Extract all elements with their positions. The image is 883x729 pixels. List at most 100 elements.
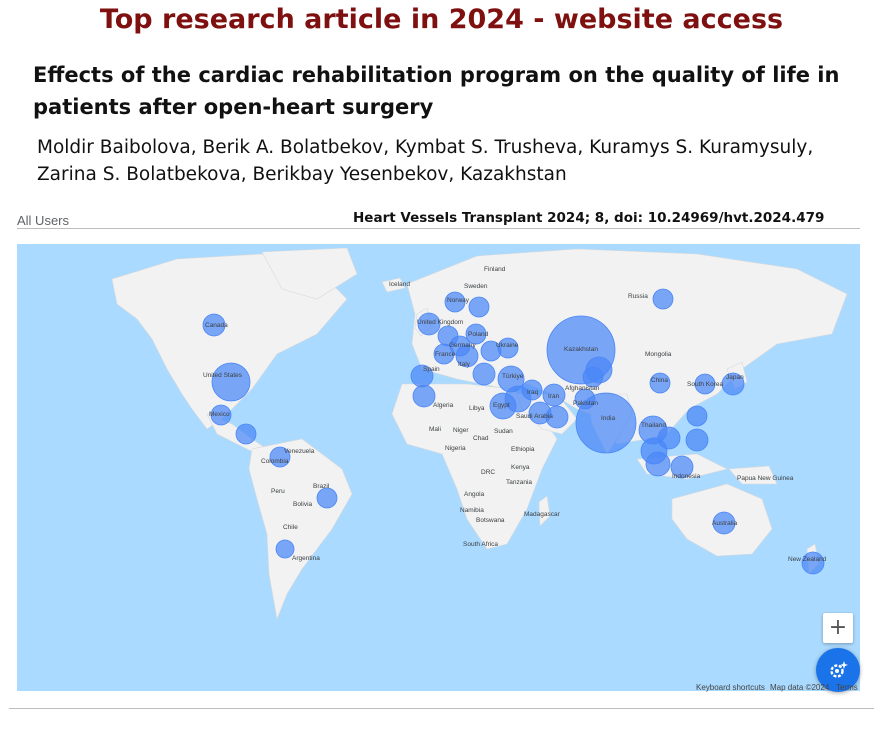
headline: Top research article in 2024 - website a…: [99, 4, 784, 35]
visit-bubble: [694, 373, 716, 395]
country-label: Indonesia: [672, 473, 701, 480]
visit-bubble: [685, 428, 709, 452]
visit-bubble: [316, 487, 338, 509]
article-authors: Moldir Baibolova, Berik A. Bolatbekov, K…: [37, 134, 877, 188]
visit-bubble: [235, 423, 257, 445]
country-label: Afghanistan: [565, 385, 600, 392]
country-label: India: [601, 415, 615, 422]
south-america-land: [248, 438, 353, 621]
greenland-land: [261, 247, 358, 300]
country-label: Brazil: [313, 483, 330, 490]
country-label: Niger: [453, 427, 469, 434]
visit-bubble: [521, 379, 543, 401]
visit-bubble: [211, 362, 251, 402]
country-label: Colombia: [261, 458, 289, 465]
country-label: Argentina: [292, 555, 320, 562]
visit-bubble: [455, 344, 479, 368]
visit-bubble: [417, 312, 441, 336]
country-label: Angola: [464, 491, 485, 498]
settings-sparkle-icon: [830, 661, 848, 678]
iceland-land: [381, 277, 406, 293]
country-label: Spain: [423, 366, 440, 373]
country-label: Kenya: [511, 464, 530, 471]
country-label: Chad: [473, 435, 489, 442]
country-label: Mongolia: [645, 351, 672, 358]
country-label: United States: [203, 372, 243, 379]
country-label: United Kingdom: [417, 319, 463, 326]
divider: [17, 228, 860, 229]
country-label: Finland: [484, 266, 506, 273]
madagascar-land: [538, 495, 551, 527]
country-label: Thailand: [641, 422, 666, 429]
visit-bubble: [542, 383, 566, 407]
country-label: Nigeria: [445, 445, 466, 452]
country-label: Germany: [449, 342, 476, 349]
visit-bubble: [433, 343, 455, 365]
keyboard-shortcuts-link[interactable]: Keyboard shortcuts: [696, 683, 765, 692]
country-label: Russia: [628, 293, 648, 300]
insights-fab-button[interactable]: [816, 648, 860, 692]
visit-bubble: [545, 405, 569, 429]
country-label: Egypt: [493, 402, 510, 409]
visit-bubble: [652, 288, 674, 310]
country-label: Sudan: [494, 428, 513, 435]
new-guinea-land: [728, 465, 778, 485]
country-label: Namibia: [460, 507, 484, 514]
country-label: Libya: [469, 405, 485, 412]
visit-bubble: [472, 362, 496, 386]
country-label: Algeria: [433, 402, 454, 409]
map-data-attribution: Map data ©2024: [770, 683, 830, 692]
visit-bubble: [412, 384, 436, 408]
visit-bubble: [269, 446, 291, 468]
country-label: Sweden: [464, 283, 488, 290]
world-map[interactable]: Finland Iceland Sweden Norway Russia Can…: [17, 244, 860, 691]
country-label: Türkiye: [502, 373, 524, 380]
country-label: Peru: [271, 488, 285, 495]
visit-bubble: [670, 455, 694, 479]
country-label: Pakistan: [573, 400, 598, 407]
country-label: South Africa: [463, 541, 498, 548]
country-label: Mexico: [209, 411, 230, 418]
visit-bubble: [497, 337, 519, 359]
visit-bubble: [202, 313, 226, 337]
country-label: Australia: [712, 520, 738, 527]
country-label: Poland: [468, 331, 489, 338]
country-label: Ethiopia: [511, 446, 535, 453]
visit-bubble: [721, 372, 745, 396]
visit-bubble: [210, 404, 232, 426]
country-label: Venezuela: [284, 448, 315, 455]
country-label: New Zealand: [788, 556, 827, 563]
country-label-layer: Finland Iceland Sweden Norway Russia Can…: [203, 266, 827, 563]
country-label: Italy: [458, 361, 471, 368]
country-label: Kazakhstan: [564, 346, 598, 353]
zoom-in-button[interactable]: +: [823, 613, 853, 643]
visit-bubble: [686, 405, 708, 427]
visit-bubble: [575, 392, 637, 454]
country-label: Botswana: [476, 517, 505, 524]
country-label: Japan: [726, 374, 744, 381]
country-label: France: [435, 351, 456, 358]
country-label: Madagascar: [524, 511, 561, 518]
country-label: China: [651, 377, 668, 384]
visit-bubble: [444, 291, 466, 313]
country-label: South Korea: [687, 381, 724, 388]
country-label: Papua New Guinea: [737, 475, 794, 482]
terms-link[interactable]: Terms: [836, 683, 858, 692]
country-label: Tanzania: [506, 479, 532, 486]
country-label: Mali: [429, 426, 441, 433]
country-label: Canada: [205, 322, 228, 329]
country-label: Iran: [548, 393, 560, 400]
users-filter-label[interactable]: All Users: [17, 213, 70, 228]
country-label: Saudi Arabia: [516, 413, 553, 420]
map-canvas[interactable]: Finland Iceland Sweden Norway Russia Can…: [17, 244, 860, 691]
visit-bubble: [649, 372, 671, 394]
country-label: Bolivia: [293, 501, 313, 508]
visit-bubble: [468, 296, 490, 318]
visit-bubble: [801, 551, 825, 575]
country-label: Norway: [447, 297, 470, 304]
country-label: DRC: [481, 469, 495, 476]
divider: [9, 708, 874, 709]
visit-bubble: [465, 323, 487, 345]
visit-bubble: [645, 451, 671, 477]
authors-line-2: Zarina S. Bolatbekova, Berikbay Yesenbek…: [37, 164, 567, 185]
